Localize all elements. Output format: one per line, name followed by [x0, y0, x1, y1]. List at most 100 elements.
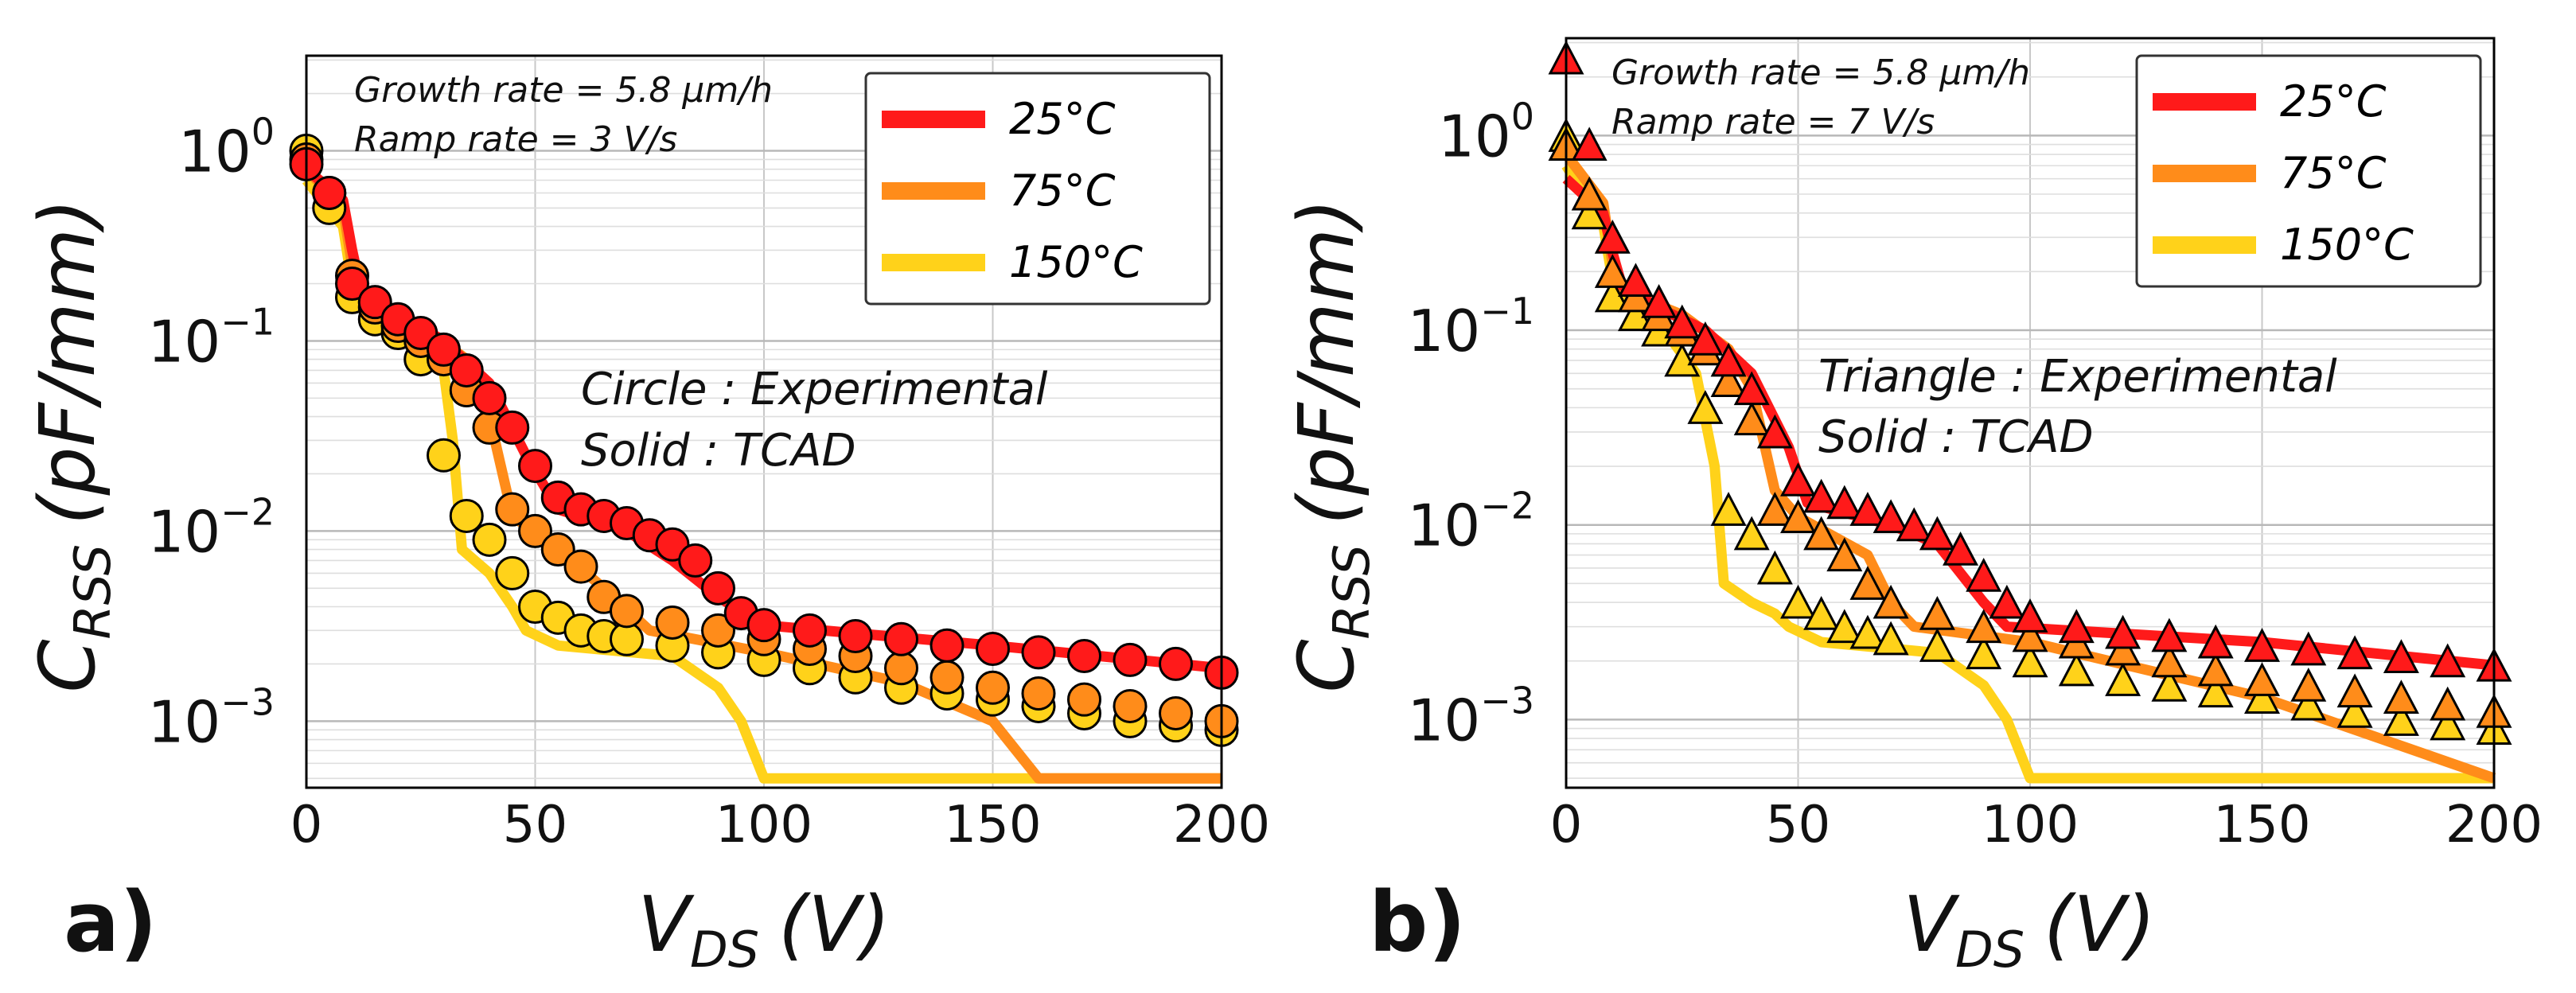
- y-tick-base: 10: [1408, 493, 1481, 559]
- data-point-75c: [1594, 254, 1631, 288]
- data-point-75c: [2336, 673, 2373, 708]
- data-point-25c: [1826, 485, 1863, 520]
- data-point-75c: [2105, 631, 2141, 666]
- y-axis-label-symbol: C: [1282, 640, 1371, 693]
- data-point-25c: [1756, 414, 1793, 449]
- y-tick-label: 10−3: [148, 680, 275, 755]
- data-point-25c: [472, 380, 507, 415]
- data-point-75c: [701, 613, 735, 648]
- data-point-150c: [472, 522, 507, 557]
- data-point-25c: [1571, 127, 1608, 162]
- data-point-75c: [2244, 662, 2280, 696]
- y-tick-base: 10: [1408, 298, 1481, 364]
- data-point-75c: [1756, 492, 1793, 526]
- data-point-150c: [1710, 492, 1747, 526]
- data-point-75c: [610, 594, 644, 629]
- data-point-75c: [1780, 499, 1816, 534]
- data-point-150c: [449, 498, 484, 533]
- markers: [1548, 40, 2512, 746]
- data-point-25c: [357, 285, 392, 320]
- data-point-25c: [449, 352, 484, 387]
- data-point-75c: [2012, 617, 2048, 652]
- x-axis-label-subscript: DS: [1955, 921, 2025, 979]
- y-axis-label: CRSS (pF/mm): [1282, 198, 1381, 692]
- data-point-25c: [2058, 609, 2095, 644]
- data-point-75c: [1159, 695, 1193, 730]
- data-point-25c: [2105, 614, 2141, 649]
- data-point-75c: [2430, 686, 2466, 721]
- y-tick-label: 10−1: [148, 300, 275, 375]
- data-point-25c: [701, 570, 735, 606]
- data-point-25c: [312, 175, 347, 210]
- data-point-150c: [495, 555, 530, 590]
- y-tick-label: 10−2: [1408, 485, 1534, 559]
- y-tick-exponent: −2: [220, 490, 275, 533]
- y-tick-exponent: −3: [1480, 679, 1534, 722]
- data-point-25c: [1113, 642, 1148, 677]
- x-axis-label-unit: (V): [2044, 880, 2156, 969]
- legend-box: [864, 72, 1211, 306]
- data-point-150c: [2336, 694, 2373, 728]
- x-tick-label: 150: [944, 796, 1041, 855]
- axes-frame: [305, 54, 1223, 789]
- annotation-marker-meaning: Circle : Experimental: [581, 364, 1048, 415]
- x-tick-label: 200: [1173, 796, 1270, 855]
- data-point-25c: [1733, 371, 1770, 406]
- data-point-25c: [1966, 557, 2002, 592]
- data-point-75c: [2197, 652, 2234, 687]
- y-tick-exponent: −3: [220, 680, 275, 723]
- y-tick-base: 10: [1438, 103, 1511, 169]
- data-point-25c: [1067, 639, 1101, 674]
- data-point-75c: [2383, 680, 2419, 714]
- data-point-75c: [884, 651, 918, 686]
- y-tick-base: 10: [178, 118, 251, 185]
- data-point-25c: [929, 628, 965, 663]
- info-ramp-rate: Ramp rate = 3 V/s: [354, 119, 677, 160]
- data-point-75c: [1803, 516, 1840, 551]
- y-tick-exponent: 0: [1511, 95, 1534, 138]
- data-point-25c: [793, 613, 827, 648]
- data-point-75c: [495, 492, 530, 527]
- data-point-150c: [2058, 652, 2095, 687]
- data-point-25c: [1594, 220, 1631, 254]
- x-tick-label: 50: [1766, 796, 1830, 855]
- data-point-150c: [1803, 596, 1840, 630]
- data-point-25c: [2336, 635, 2373, 670]
- data-point-25c: [1617, 263, 1654, 298]
- data-point-25c: [335, 267, 369, 302]
- data-point-25c: [2383, 639, 2419, 674]
- data-point-25c: [518, 449, 552, 484]
- x-tick-label: 200: [2445, 796, 2543, 855]
- data-point-150c: [1571, 195, 1608, 230]
- y-tick-label: 10−2: [148, 490, 275, 565]
- legend-label-75c: 75°C: [1009, 166, 1116, 216]
- data-point-25c: [1687, 321, 1724, 356]
- x-axis-label-unit: (V): [778, 880, 890, 969]
- data-point-75c: [1826, 537, 1863, 572]
- data-point-25c: [2151, 617, 2188, 652]
- data-point-25c: [746, 608, 781, 643]
- data-point-25c: [1919, 516, 1955, 551]
- x-tick-label: 100: [715, 796, 813, 855]
- data-point-150c: [2290, 686, 2327, 721]
- data-point-25c: [2012, 598, 2048, 633]
- y-tick-label: 100: [178, 110, 275, 185]
- legend-label-75c: 75°C: [2280, 148, 2387, 198]
- legend-label-25c: 25°C: [1009, 94, 1116, 144]
- data-point-25c: [1989, 584, 2025, 619]
- y-tick-base: 10: [148, 688, 221, 755]
- data-point-25c: [1780, 462, 1816, 496]
- data-point-75c: [1113, 688, 1148, 723]
- y-tick-base: 10: [148, 498, 221, 565]
- data-point-25c: [1803, 478, 1840, 513]
- legend: 25°C 75°C 150°C: [2135, 54, 2482, 288]
- x-axis-label-subscript: DS: [690, 921, 759, 979]
- y-tick-base: 10: [1408, 687, 1481, 754]
- data-point-25c: [2290, 631, 2327, 666]
- data-point-150c: [1733, 516, 1770, 551]
- data-point-75c: [929, 660, 965, 695]
- data-point-75c: [1021, 676, 1056, 711]
- data-point-25c: [1664, 304, 1701, 339]
